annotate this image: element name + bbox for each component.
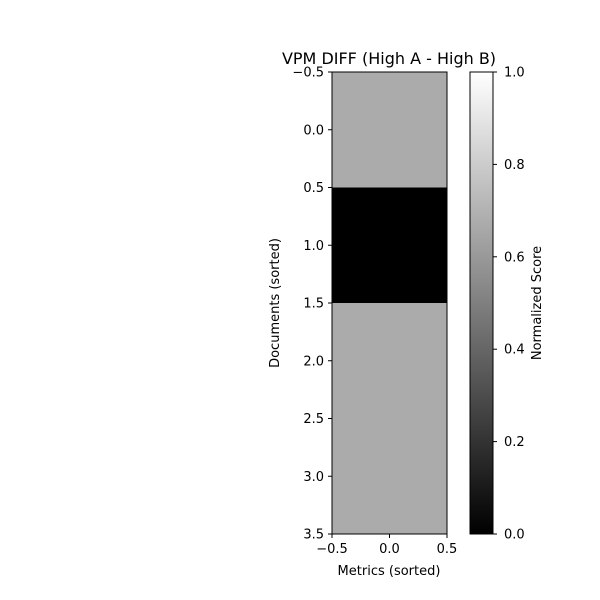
colorbar-tick-label: 1.0: [504, 66, 525, 81]
colorbar-tick-label: 0.2: [504, 435, 525, 450]
colorbar-label: Normalized Score: [530, 246, 545, 360]
y-tick-label: 1.0: [303, 239, 324, 254]
y-tick-label: 2.0: [303, 354, 324, 369]
heatmap-cell: [332, 187, 447, 303]
colorbar-tick-label: 0.6: [504, 250, 525, 265]
y-axis-ticks: −0.5 0.0 0.5 1.0 1.5 2.0 2.5 3.0 3.5: [292, 66, 332, 543]
colorbar-ticks: 0.0 0.2 0.4 0.6 0.8 1.0: [493, 66, 525, 543]
y-tick-label: 3.5: [303, 528, 324, 543]
x-axis-ticks: −0.5 0.0 0.5: [316, 534, 457, 557]
x-axis-label: Metrics (sorted): [338, 564, 441, 579]
colorbar-tick-label: 0.0: [504, 528, 525, 543]
heatmap-cells: [332, 72, 447, 534]
y-tick-label: 1.5: [303, 297, 324, 312]
y-tick-label: 0.0: [303, 123, 324, 138]
y-tick-label: 3.0: [303, 470, 324, 485]
colorbar: [469, 71, 494, 535]
y-tick-label: 0.5: [303, 181, 324, 196]
x-tick-label: 0.5: [437, 542, 458, 557]
x-tick-label: 0.0: [379, 542, 400, 557]
heatmap-cell: [332, 72, 447, 188]
x-tick-label: −0.5: [316, 542, 348, 557]
heatmap-cell: [332, 303, 447, 419]
colorbar-tick-label: 0.8: [504, 158, 525, 173]
y-tick-label: −0.5: [292, 66, 324, 81]
chart-title: VPM DIFF (High A - High B): [282, 49, 496, 68]
y-tick-label: 2.5: [303, 412, 324, 427]
y-axis-label: Documents (sorted): [268, 238, 283, 368]
heatmap-cell: [332, 418, 447, 534]
colorbar-tick-label: 0.4: [504, 343, 525, 358]
